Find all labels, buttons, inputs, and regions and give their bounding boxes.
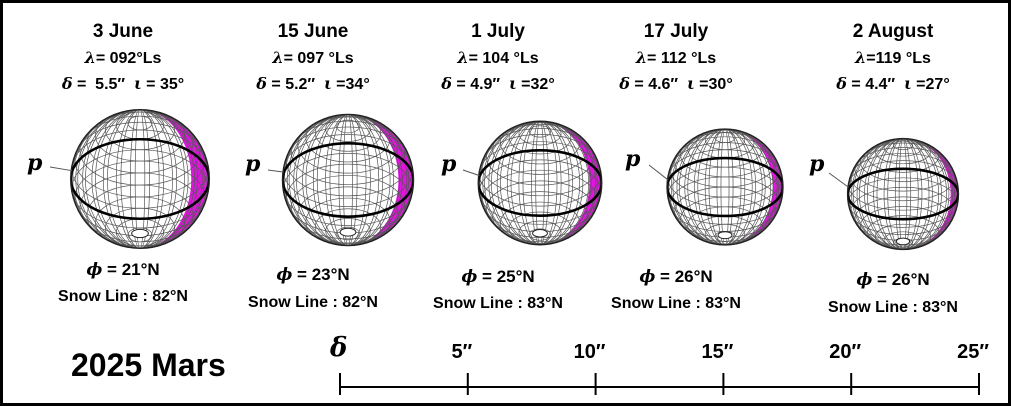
panel-date: 15 June (277, 21, 349, 42)
phi-value: = 21°N (102, 260, 160, 279)
equator-line (667, 156, 783, 218)
snow-line: Snow Line : 83°N (611, 295, 741, 312)
panel-date: 2 August (852, 21, 934, 42)
iota-symbol: ι (508, 74, 517, 93)
ls-line: λ= 104 °Ls (398, 48, 598, 68)
pole-pointer (648, 164, 669, 181)
equator-line (70, 137, 210, 221)
delta-symbol: δ (619, 74, 630, 93)
pole-pointer (462, 169, 480, 177)
diameter-value: = 5.5″ (72, 76, 126, 93)
scale-tick-label: 5″ (451, 341, 473, 363)
ls-value: = 112 °Ls (647, 50, 717, 67)
lambda-symbol: λ (272, 48, 284, 67)
lambda-symbol: λ (855, 48, 867, 67)
panel-date: 17 July (643, 21, 709, 42)
iota-symbol: ι (323, 74, 332, 93)
tilt-value: =32° (516, 76, 555, 93)
chart-title: 2025 Mars (71, 347, 226, 383)
snow-line: Snow Line : 82°N (248, 294, 378, 311)
diameter-tilt-line: δ = 4.9″ ι =32° (398, 74, 598, 94)
ls-value: = 097 °Ls (283, 50, 354, 67)
diameter-tilt-line: δ = 4.6″ ι =30° (576, 74, 776, 94)
phi-value: = 26°N (872, 270, 930, 289)
pole-label: p (809, 151, 825, 177)
ls-value: =119 °Ls (866, 50, 931, 67)
delta-symbol: δ (256, 74, 267, 93)
pole-label: p (27, 150, 43, 176)
diameter-tilt-line: δ = 4.4″ ι =27° (793, 74, 993, 94)
ls-line: λ=119 °Ls (793, 48, 993, 68)
scale-symbol: δ (330, 333, 348, 363)
iota-symbol: ι (903, 74, 912, 93)
lambda-symbol: λ (84, 48, 96, 67)
snow-line: Snow Line : 83°N (433, 295, 563, 312)
diameter-scale (339, 373, 980, 395)
ls-value: = 092°Ls (95, 50, 162, 67)
pole-pointer (267, 169, 284, 173)
diameter-value: = 4.9″ (451, 76, 501, 93)
tilt-value: = 35° (141, 76, 185, 93)
phi-symbol: ϕ (86, 260, 103, 280)
phi-line: ϕ = 21°N (23, 260, 223, 280)
tilt-value: =34° (331, 76, 370, 93)
pole-label: p (245, 151, 261, 177)
ls-line: λ= 112 °Ls (576, 48, 776, 68)
ls-line: λ= 092°Ls (23, 48, 223, 68)
phase-shading (540, 121, 602, 245)
snow-line: Snow Line : 83°N (828, 299, 958, 316)
panel-date: 3 June (92, 21, 154, 42)
scale-tick-label: 15″ (701, 341, 734, 363)
tilt-value: =27° (911, 76, 950, 93)
lambda-symbol: λ (457, 48, 469, 67)
phi-line: ϕ = 26°N (576, 267, 776, 287)
phi-value: = 23°N (292, 265, 350, 284)
lambda-symbol: λ (635, 48, 648, 67)
delta-symbol: δ (61, 74, 73, 93)
diameter-value: = 4.6″ (629, 76, 679, 93)
phi-line: ϕ = 26°N (793, 270, 993, 290)
scale-tick-label: 10″ (573, 341, 606, 363)
phase-shading (725, 129, 783, 245)
scale-tick-label: 20″ (829, 341, 862, 363)
iota-symbol: ι (686, 74, 695, 93)
phi-value: = 26°N (655, 267, 713, 286)
pole-label: p (625, 146, 641, 172)
phi-symbol: ϕ (856, 270, 873, 290)
phi-line: ϕ = 25°N (398, 267, 598, 287)
diameter-tilt-line: δ = 5.5″ ι = 35° (23, 74, 223, 94)
pole-pointer (49, 166, 73, 172)
diameter-value: = 4.4″ (846, 76, 896, 93)
globe-4 (648, 128, 784, 246)
globe-2 (267, 113, 415, 247)
diameter-value: = 5.2″ (266, 76, 316, 93)
phi-value: = 25°N (477, 267, 535, 286)
phase-shading (140, 109, 210, 249)
globe-1 (49, 108, 211, 250)
mars-globe (49, 108, 960, 251)
panel-date: 1 July (471, 21, 525, 42)
ls-line: λ= 097 °Ls (213, 48, 413, 68)
globe-5 (828, 137, 960, 251)
phi-line: ϕ = 23°N (213, 265, 413, 285)
diameter-tilt-line: δ = 5.2″ ι =34° (213, 74, 413, 94)
delta-symbol: δ (836, 74, 847, 93)
equator-line (282, 142, 414, 218)
phi-symbol: ϕ (276, 265, 293, 285)
phi-symbol: ϕ (639, 267, 656, 287)
equator-line (847, 167, 959, 221)
pole-label: p (441, 151, 457, 177)
scale-tick-label: 25″ (957, 341, 989, 363)
pole-pointer (828, 172, 849, 188)
snow-line: Snow Line : 82°N (58, 288, 188, 305)
phi-symbol: ϕ (461, 267, 478, 287)
ls-value: = 104 °Ls (468, 50, 539, 67)
globe-3 (462, 120, 603, 246)
equator-line (478, 148, 602, 218)
tilt-value: =30° (694, 76, 733, 93)
iota-symbol: ι (133, 74, 142, 93)
delta-symbol: δ (441, 74, 452, 93)
